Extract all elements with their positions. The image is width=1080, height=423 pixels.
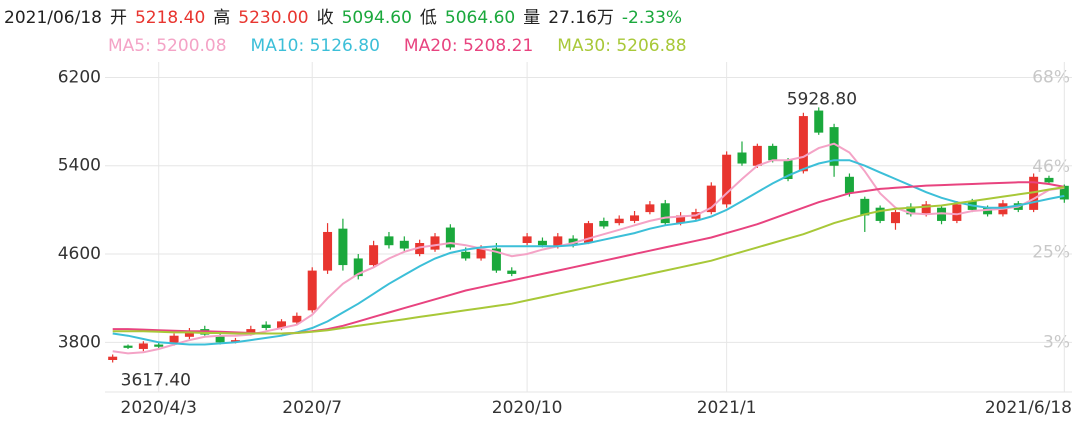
y2-tick-label: 3% [1043,332,1070,352]
candle-body [599,220,609,227]
candle-body [660,203,670,224]
y2-tick-label: 46% [1032,157,1070,177]
legend-item: MA5: 5200.08 [108,36,227,56]
ma-line [112,142,1065,355]
candle-body [307,270,317,311]
candle-body [1044,177,1054,183]
candle-body [814,110,824,133]
candle-body [215,335,225,343]
candle-body [445,227,455,248]
candle-body [614,218,624,224]
legend-item: MA10: 5126.80 [251,36,380,56]
x-tick-label: 2021/6/18 [985,398,1072,418]
header-item: 低 [420,8,437,28]
y2-tick-label: 68% [1032,67,1070,87]
candle-body [860,198,870,216]
candle-body [937,207,947,221]
header-item: 27.16万 [548,8,614,28]
header-item: 2021/06/18 [4,8,102,28]
header-item: 开 [110,8,127,28]
candle-body [507,270,517,274]
candle-body [829,127,839,166]
candle-body [568,238,578,246]
candle-body [798,116,808,172]
candle-body [277,321,287,328]
header-item: 5230.00 [238,8,308,28]
candle-body [783,160,793,179]
candle-body [1059,185,1069,200]
candle-body [246,329,256,334]
candle-body [906,206,916,215]
candle-body [123,345,133,348]
x-tick-label: 2020/10 [492,398,563,418]
candle-body [768,145,778,161]
candle-body [921,204,931,215]
header-item: 5094.60 [342,8,412,28]
candle-body [338,228,348,266]
candle-body [461,251,471,259]
header-item: -2.33% [622,8,682,28]
y-tick-label: 4600 [58,244,101,264]
candle-body [584,223,593,244]
legend-item: MA30: 5206.88 [557,36,686,56]
candle-body [553,236,563,247]
candle-body [169,335,179,344]
candle-body [722,154,732,205]
y2-tick-label: 25% [1032,243,1070,263]
header-item: 5064.60 [445,8,515,28]
header-item: 高 [213,8,230,28]
candle-body [230,340,240,342]
candle-body [384,236,394,246]
candle-body [537,240,547,246]
candle-body [875,207,885,221]
candle-body [952,204,962,221]
candle-body [261,324,271,328]
candle-body [476,248,486,259]
candle-body [645,204,655,213]
y-tick-label: 3800 [58,332,101,352]
candle-body [399,240,409,249]
candle-body [369,245,379,266]
y-tick-label: 5400 [58,156,101,176]
header-item: 5218.40 [135,8,205,28]
candle-body [522,236,532,244]
min-label: 3617.40 [121,370,191,390]
legend-item: MA20: 5208.21 [404,36,533,56]
candle-body [737,152,747,164]
candle-body [630,215,640,221]
candle-body [292,315,302,323]
candle-body [890,212,900,224]
x-tick-label: 2020/4/3 [121,398,197,418]
candle-body [138,343,148,349]
x-tick-label: 2020/7 [282,398,342,418]
ma-line [112,186,1065,335]
candle-body [353,258,363,277]
candle-body [491,248,501,271]
x-tick-label: 2021/1 [697,398,757,418]
candle-body [323,231,333,271]
candle-body [430,236,440,250]
candle-body [844,176,854,194]
candle-body [415,243,425,255]
candle-body [983,207,993,215]
ma-line [112,159,1065,346]
header-item: 收 [317,8,334,28]
candle-body [154,344,164,347]
candle-body [1029,176,1039,210]
max-label: 5928.80 [787,89,857,109]
candle-body [184,331,194,337]
candle-body [752,145,762,166]
y-tick-label: 6200 [58,67,101,87]
candle-body [706,185,716,213]
candle-body [108,356,118,360]
ma-line [112,181,1065,335]
candle-body [676,215,686,224]
header-item: 量 [523,8,540,28]
